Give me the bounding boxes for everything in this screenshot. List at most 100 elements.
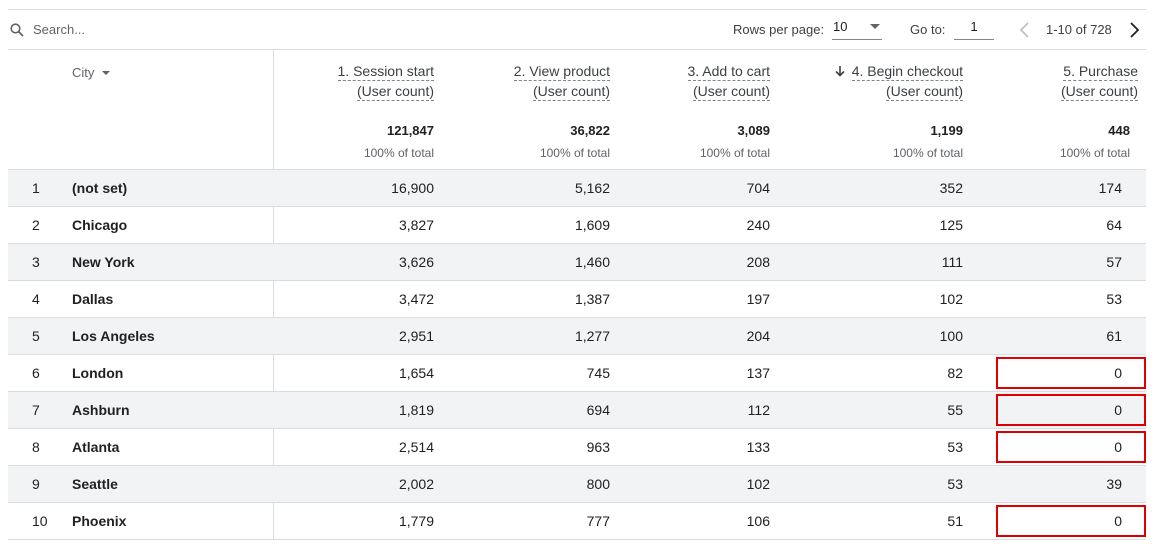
row-city: (not set)	[72, 180, 128, 196]
metric-header-title: 2. View product	[513, 63, 610, 81]
table-row[interactable]: 1 (not set) 16,900 5,162 704 352 174	[8, 170, 1146, 207]
row-city: Ashburn	[72, 402, 130, 418]
dimension-header-label: City	[72, 65, 95, 80]
table-row[interactable]: 4 Dallas 3,472 1,387 197 102 53	[8, 281, 1146, 318]
row-index: 9	[32, 476, 40, 492]
metric-cell-1: 2,951	[398, 328, 434, 344]
table-row[interactable]: 9 Seattle 2,002 800 102 53 39	[8, 466, 1146, 503]
metric-header-title: 1. Session start	[337, 63, 434, 81]
table-row[interactable]: 8 Atlanta 2,514 963 133 53 0	[8, 429, 1146, 466]
metric-cell-4: 100	[939, 328, 963, 344]
arrow-down-icon	[835, 66, 845, 77]
metric-cell-2: 745	[586, 365, 610, 381]
metric-percent-of-total: 100% of total	[699, 146, 770, 160]
metric-cell-3: 102	[746, 476, 770, 492]
metric-cell-5: 174	[1098, 180, 1122, 196]
metric-total: 1,199	[930, 123, 963, 138]
table-row[interactable]: 3 New York 3,626 1,460 208 111 57	[8, 244, 1146, 281]
table-row[interactable]: 10 Phoenix 1,779 777 106 51 0	[8, 503, 1146, 540]
metric-cell-4: 352	[939, 180, 963, 196]
table-row[interactable]: 2 Chicago 3,827 1,609 240 125 64	[8, 207, 1146, 244]
metric-cell-2: 963	[586, 439, 610, 455]
metric-cell-4: 82	[947, 365, 963, 381]
metric-cell-3: 197	[746, 291, 770, 307]
metric-header-3[interactable]: 3. Add to cart (User count)	[687, 61, 770, 101]
caret-down-icon	[102, 71, 111, 75]
goto-label: Go to:	[910, 22, 946, 37]
metric-header-4[interactable]: 4. Begin checkout (User count)	[834, 61, 963, 101]
metric-cell-1: 3,472	[398, 291, 434, 307]
metric-header-subtitle: (User count)	[1060, 83, 1138, 101]
row-index: 4	[32, 291, 40, 307]
metric-cell-2: 1,460	[574, 254, 610, 270]
search-input[interactable]	[33, 19, 283, 39]
metric-cell-2: 1,277	[574, 328, 610, 344]
metric-cell-1: 2,514	[398, 439, 434, 455]
rows-per-page-value: 10	[833, 19, 848, 34]
metric-cell-5: 0	[1114, 439, 1122, 455]
row-index: 7	[32, 402, 40, 418]
metric-cell-2: 694	[586, 402, 610, 418]
metric-cell-1: 1,819	[398, 402, 434, 418]
metric-cell-5: 57	[1106, 254, 1122, 270]
metric-header-2[interactable]: 2. View product (User count)	[513, 61, 610, 101]
metric-cell-3: 208	[746, 254, 770, 270]
row-index: 8	[32, 439, 40, 455]
search-icon[interactable]	[10, 23, 24, 37]
pagination-range: 1-10 of 728	[1046, 22, 1112, 37]
metric-header-title: 3. Add to cart	[687, 63, 770, 81]
metric-cell-2: 1,609	[574, 217, 610, 233]
metric-cell-5: 0	[1114, 402, 1122, 418]
metric-cell-4: 53	[947, 439, 963, 455]
metric-cell-5: 53	[1106, 291, 1122, 307]
row-index: 5	[32, 328, 40, 344]
chevron-right-icon[interactable]	[1124, 20, 1144, 40]
dimension-header-city[interactable]: City	[72, 65, 111, 80]
table-row[interactable]: 5 Los Angeles 2,951 1,277 204 100 61	[8, 318, 1146, 355]
row-index: 2	[32, 217, 40, 233]
metric-cell-4: 102	[939, 291, 963, 307]
table-row[interactable]: 7 Ashburn 1,819 694 112 55 0	[8, 392, 1146, 429]
metric-cell-4: 111	[941, 254, 963, 270]
metric-cell-1: 3,626	[398, 254, 434, 270]
metric-header-1[interactable]: 1. Session start (User count)	[337, 61, 434, 101]
metric-cell-5: 0	[1114, 513, 1122, 529]
metric-cell-5: 39	[1106, 476, 1122, 492]
metric-cell-4: 53	[947, 476, 963, 492]
metric-cell-1: 2,002	[398, 476, 434, 492]
metric-cell-4: 51	[947, 513, 963, 529]
row-city: London	[72, 365, 124, 381]
metric-cell-3: 137	[746, 365, 770, 381]
chevron-left-icon[interactable]	[1016, 20, 1036, 40]
metric-percent-of-total: 100% of total	[363, 146, 434, 160]
rows-per-page-select[interactable]: 10	[832, 18, 882, 40]
row-city: Dallas	[72, 291, 114, 307]
chevron-down-icon	[870, 24, 880, 29]
row-city: Chicago	[72, 217, 128, 233]
goto-page-input[interactable]: 1	[954, 18, 994, 40]
metric-cell-3: 112	[747, 402, 770, 418]
metric-total: 121,847	[387, 123, 434, 138]
metric-cell-2: 1,387	[574, 291, 610, 307]
metric-header-5[interactable]: 5. Purchase (User count)	[1060, 61, 1138, 101]
row-index: 1	[32, 180, 40, 196]
metric-cell-4: 55	[947, 402, 963, 418]
metric-percent-of-total: 100% of total	[539, 146, 610, 160]
metric-cell-3: 133	[746, 439, 770, 455]
table-body: 1 (not set) 16,900 5,162 704 352 174 2 Chicago 3,…	[8, 170, 1146, 540]
metric-header-subtitle: (User count)	[885, 83, 963, 101]
row-city: Seattle	[72, 476, 118, 492]
metric-cell-1: 16,900	[391, 180, 434, 196]
metric-header-title: 4. Begin checkout	[851, 63, 963, 81]
metric-cell-1: 3,827	[398, 217, 434, 233]
highlight-box	[996, 505, 1146, 537]
row-city: Atlanta	[72, 439, 120, 455]
highlight-box	[996, 357, 1146, 389]
metric-cell-3: 204	[746, 328, 770, 344]
metric-cell-1: 1,779	[398, 513, 434, 529]
metric-percent-of-total: 100% of total	[1059, 146, 1130, 160]
metric-cell-2: 800	[586, 476, 610, 492]
table-header: City 1. Session start (User count) 121,847…	[8, 49, 1146, 170]
row-index: 6	[32, 365, 40, 381]
table-row[interactable]: 6 London 1,654 745 137 82 0	[8, 355, 1146, 392]
